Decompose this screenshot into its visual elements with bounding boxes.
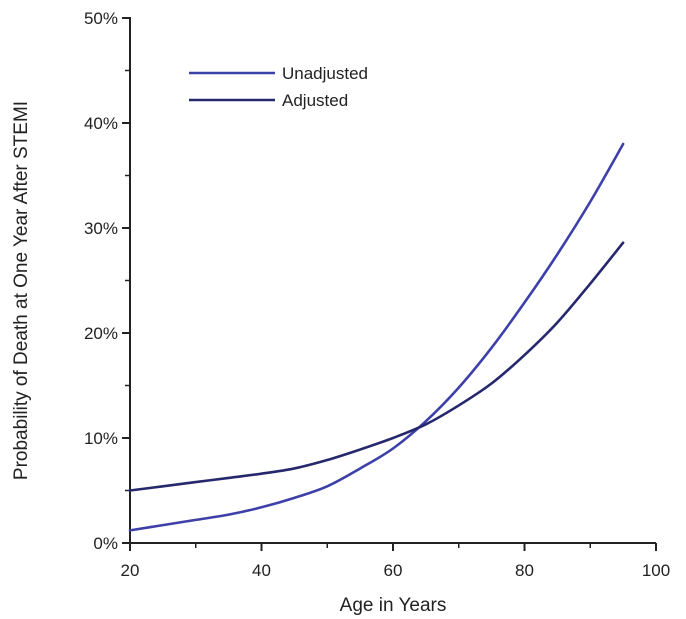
y-tick-label: 0%	[93, 534, 118, 553]
x-tick-label: 60	[384, 561, 403, 580]
series-line-unadjusted	[128, 142, 625, 532]
x-axis-title: Age in Years	[340, 595, 447, 616]
y-tick-label: 10%	[84, 429, 118, 448]
y-tick-label: 40%	[84, 114, 118, 133]
legend: Unadjusted Adjusted	[189, 64, 368, 110]
y-axis-title: Probability of Death at One Year After S…	[11, 101, 32, 480]
legend-label: Adjusted	[282, 91, 348, 110]
x-tick-label: 40	[252, 561, 271, 580]
y-tick-label: 20%	[84, 324, 118, 343]
x-tick-label: 80	[515, 561, 534, 580]
y-tick-label: 30%	[84, 219, 118, 238]
y-tick-label: 50%	[84, 9, 118, 28]
legend-label: Unadjusted	[282, 64, 368, 83]
x-ticks: 20 40 60 80 100	[121, 543, 670, 580]
y-ticks: 0% 10% 20% 30% 40% 50%	[84, 9, 130, 553]
x-tick-label: 100	[642, 561, 670, 580]
series-line-adjusted	[128, 241, 625, 492]
series-lines	[128, 142, 625, 532]
x-tick-label: 20	[121, 561, 140, 580]
axes	[129, 17, 656, 544]
